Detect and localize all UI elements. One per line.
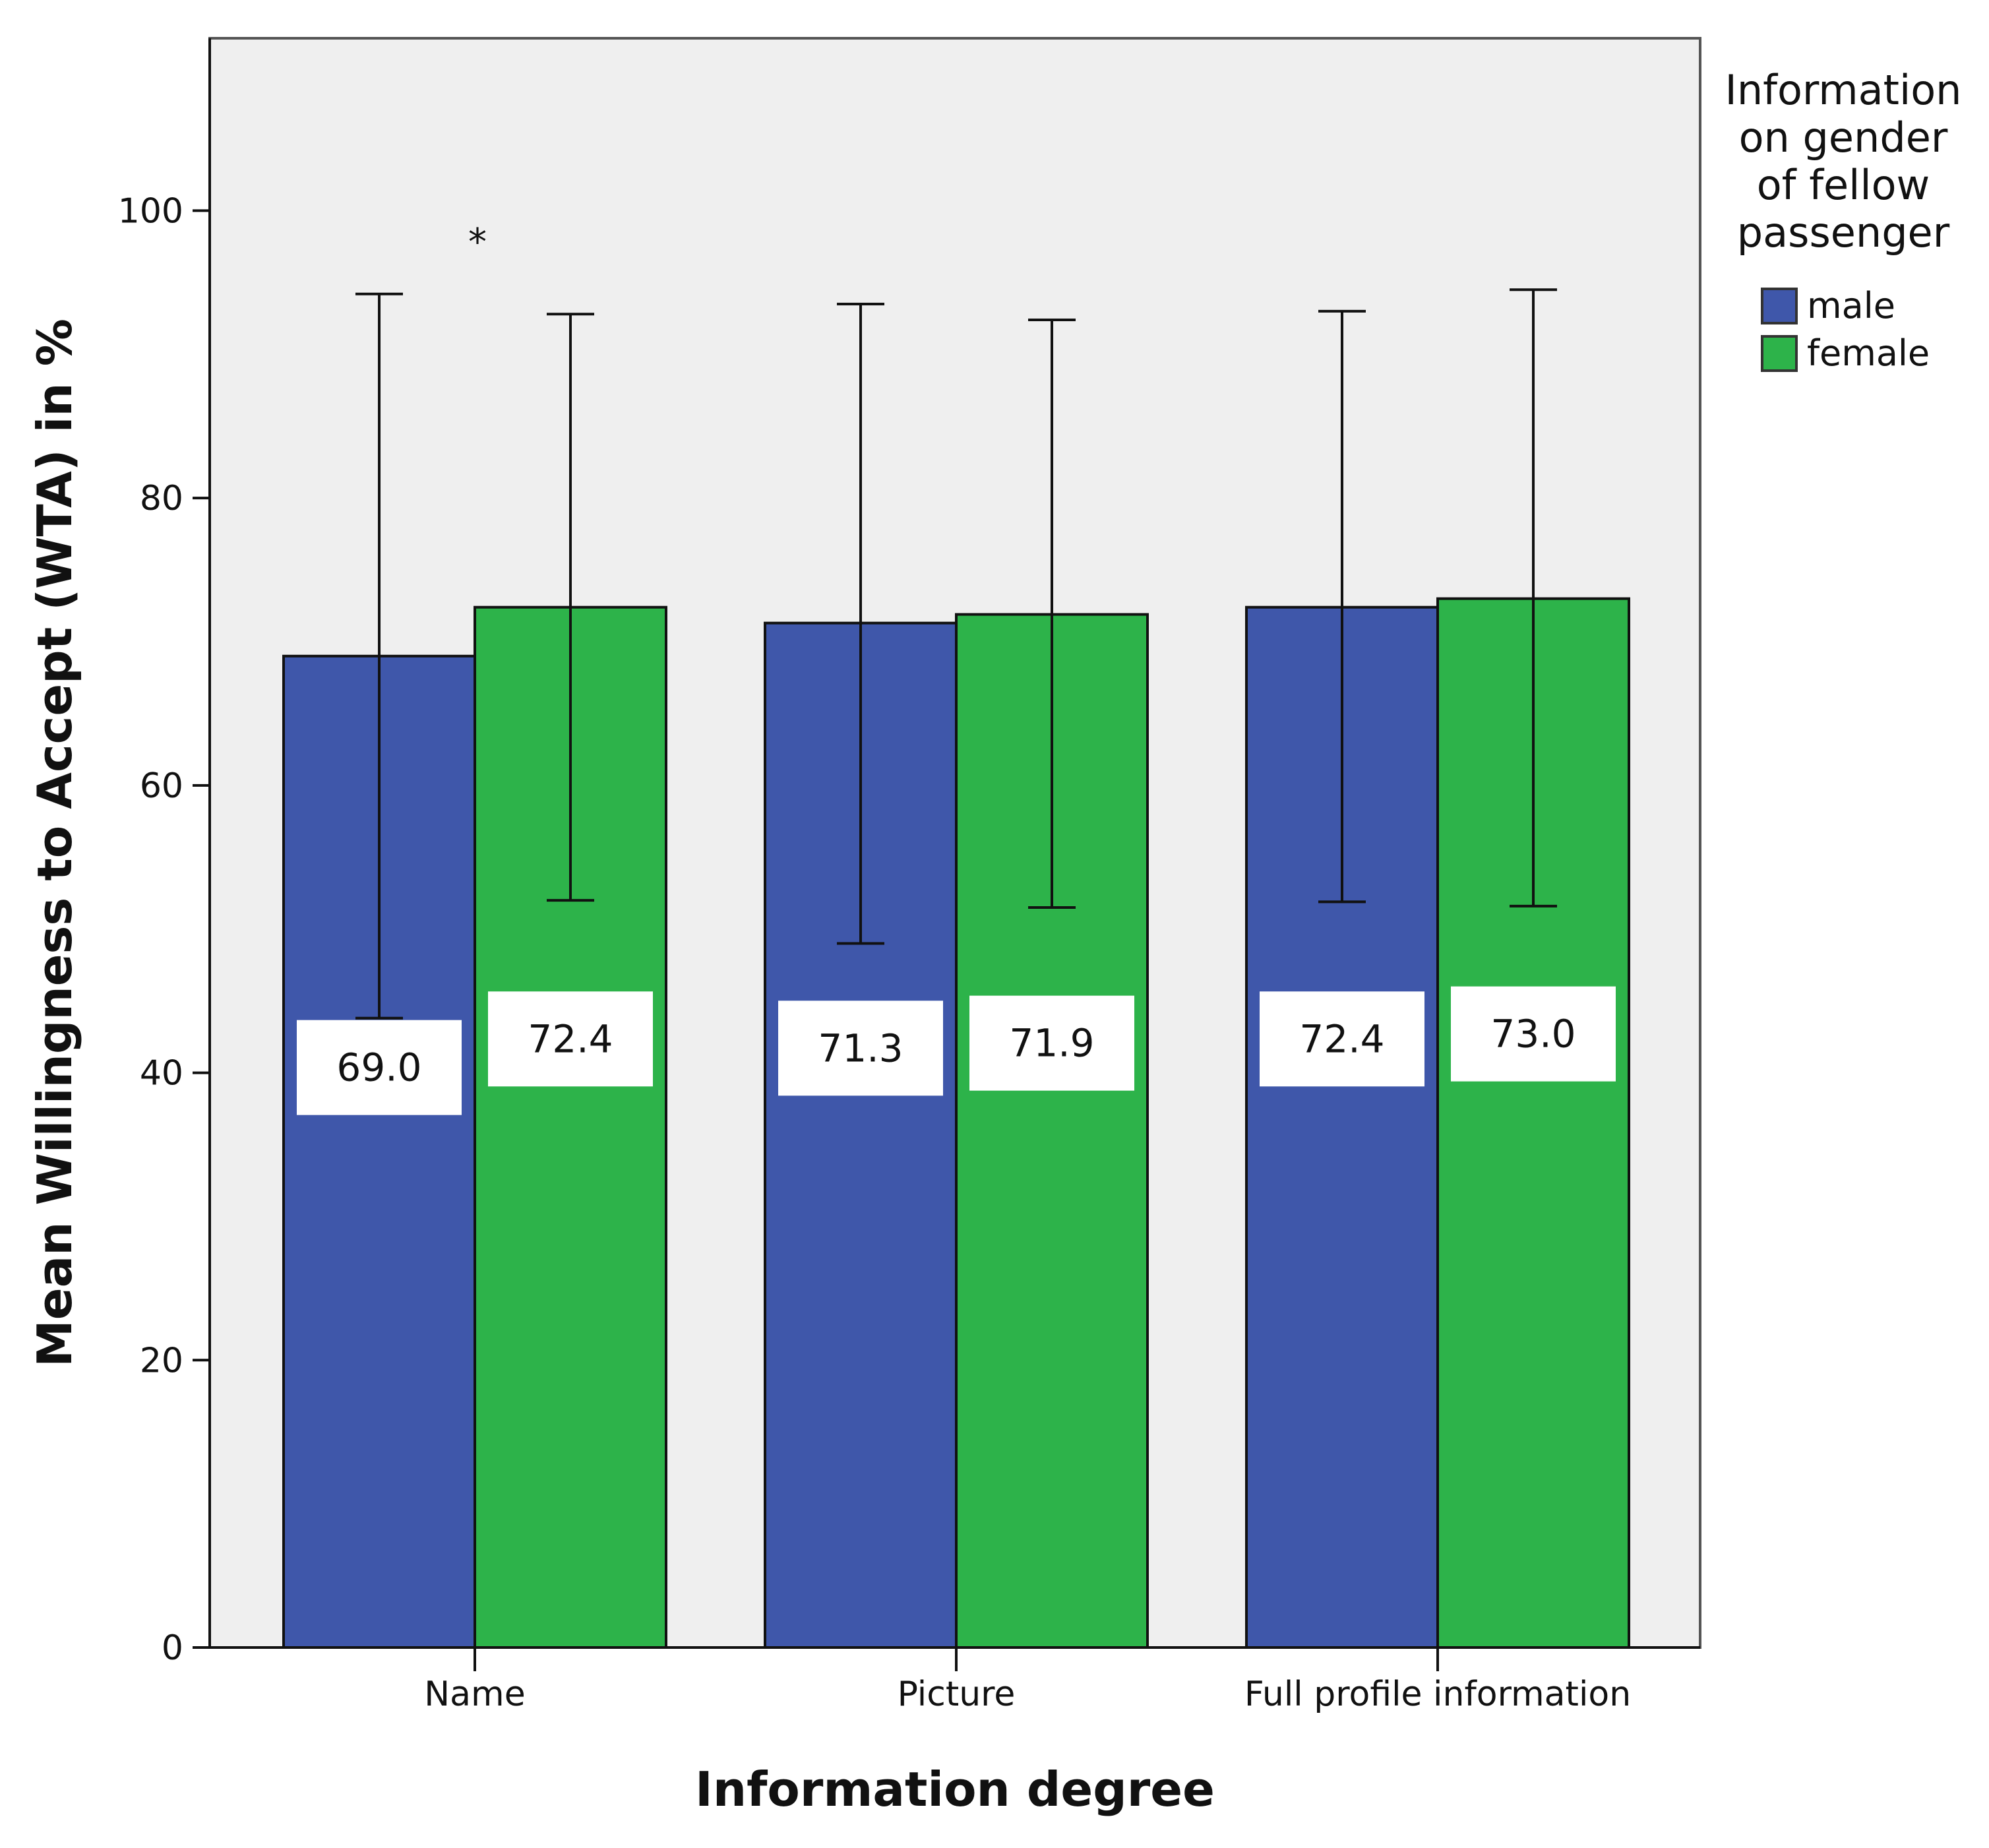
data-label-box-name-female xyxy=(488,991,653,1087)
x-tick-label-picture: Picture xyxy=(898,1675,1016,1714)
data-label-box-picture-female xyxy=(969,995,1134,1091)
data-label-box-picture-male xyxy=(778,1001,943,1096)
data-label-name-male: 69.0 xyxy=(336,1045,421,1090)
legend-swatch-male xyxy=(1761,288,1798,324)
legend-label-female: female xyxy=(1807,332,1930,374)
axes-layer: 0 20 40 60 80 100 Name Picture Full profile info… xyxy=(118,38,1700,1714)
significance-asterisk: * xyxy=(468,221,487,264)
y-tick-label-80: 80 xyxy=(140,479,183,518)
legend-title-line: Information xyxy=(1725,66,1962,114)
data-label-full-profile-information-male: 72.4 xyxy=(1299,1016,1384,1061)
x-tick-label-name: Name xyxy=(424,1675,525,1714)
data-label-full-profile-information-female: 73.0 xyxy=(1490,1012,1576,1057)
data-label-name-female: 72.4 xyxy=(528,1016,613,1061)
bars-layer xyxy=(282,597,1630,1649)
legend-title-line: on gender xyxy=(1739,113,1948,162)
data-label-picture-male: 71.3 xyxy=(818,1026,903,1070)
y-tick-label-0: 0 xyxy=(162,1628,183,1668)
legend-label-male: male xyxy=(1807,285,1895,326)
x-axis-title: Information degree xyxy=(695,1762,1215,1817)
data-label-box-full-profile-information-male xyxy=(1260,991,1424,1087)
data-label-box-full-profile-information-female xyxy=(1451,986,1616,1082)
y-tick-label-20: 20 xyxy=(140,1341,183,1380)
legend: Information on gender of fellow passenger m… xyxy=(1725,66,1962,374)
legend-swatch-female xyxy=(1761,335,1798,372)
data-label-picture-female: 71.9 xyxy=(1009,1021,1094,1066)
legend-title-line: passenger xyxy=(1737,208,1950,257)
y-axis-title: Mean Willingness to Accept (WTA) in % xyxy=(27,319,82,1367)
legend-title-line: of fellow xyxy=(1757,161,1930,209)
data-label-box-name-male xyxy=(297,1020,462,1115)
y-tick-label-100: 100 xyxy=(118,191,183,231)
y-tick-label-60: 60 xyxy=(140,766,183,806)
error-bars-layer xyxy=(355,288,1557,1020)
annotations-layer: * xyxy=(468,221,487,264)
legend-title: Information on gender of fellow passenger xyxy=(1725,66,1962,257)
y-tick-label-40: 40 xyxy=(140,1054,183,1093)
x-tick-label-full-profile-information: Full profile information xyxy=(1244,1675,1631,1714)
data-labels-layer: 69.0 72.4 71.3 71.9 72.4 73.0 xyxy=(297,986,1616,1115)
